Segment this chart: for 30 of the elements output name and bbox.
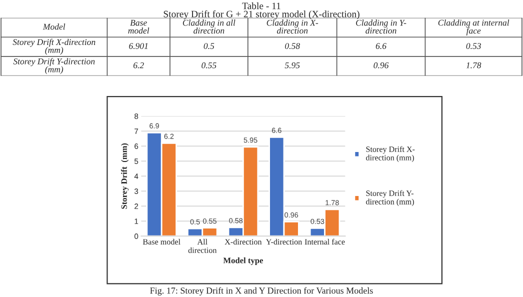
text: Cladding in X- direction: [266, 20, 318, 34]
text: Storey Drift Y-direction (mm): [13, 58, 95, 74]
text: 5.95: [284, 62, 300, 68]
text: 0.55: [202, 62, 216, 68]
text: Base model: [128, 20, 150, 34]
x-tick-label: All direction: [188, 238, 217, 253]
x-tick-label: X-direction: [224, 238, 262, 245]
text: 0.96: [374, 62, 389, 68]
text: 0.58: [285, 43, 300, 50]
text: Cladding at internal face: [438, 19, 510, 36]
text: Cladding in Y- direction: [356, 20, 406, 34]
y-axis-title: Storey Drift (mm): [120, 143, 129, 209]
text: 6.6: [376, 43, 386, 50]
text: Model: [42, 24, 66, 30]
legend-label: Storey Drift Y- direction (mm): [366, 190, 414, 206]
legend-label: Storey Drift X- direction (mm): [366, 146, 415, 162]
caption: Fig. 17: Storey Drift in X and Y Direction for Various Models: [150, 287, 373, 296]
text: Storey Drift X-direction (mm): [12, 38, 96, 55]
text: Cladding in all direction: [182, 20, 236, 34]
text: 6.2: [133, 62, 144, 68]
text: Table - 11: [242, 2, 280, 10]
text: 0.53: [466, 43, 481, 50]
x-tick-label: Y-direction: [266, 238, 302, 245]
x-tick-label: Internal face: [304, 238, 345, 245]
text: 1.78: [466, 62, 482, 68]
text: 0.5: [204, 43, 214, 50]
x-axis-title: Model type: [223, 257, 263, 265]
text: Storey Drift for G + 21 storey model (X-direction): [164, 10, 360, 20]
x-tick-label: Base model: [142, 238, 180, 245]
text: 6.901: [129, 43, 148, 50]
